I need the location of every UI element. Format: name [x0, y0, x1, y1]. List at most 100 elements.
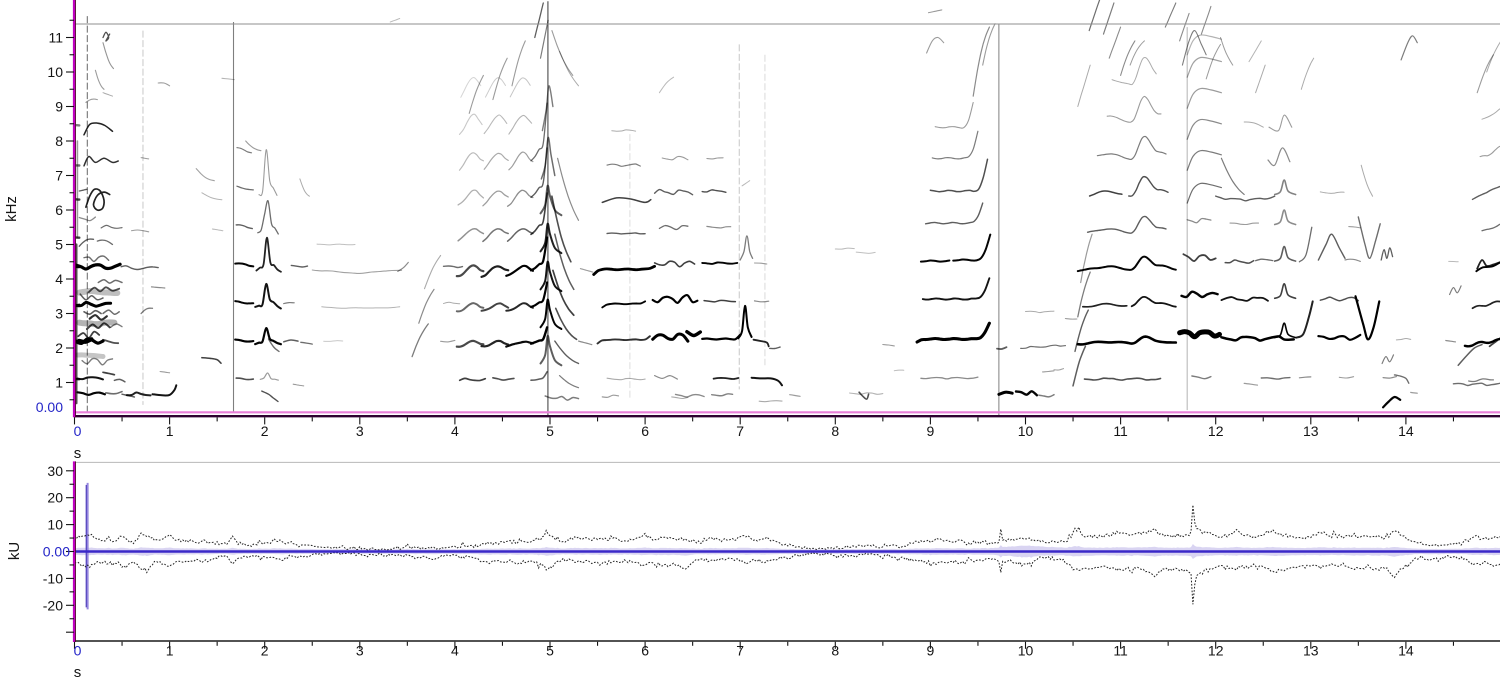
spectrogram-harmonic-stroke [712, 377, 740, 380]
spectrogram-y-tick-label: 8 [55, 133, 63, 149]
waveform-envelope-lower [75, 551, 1500, 605]
spectrogram-harmonic-stroke [1382, 395, 1402, 409]
waveform-y-tick-label: -10 [43, 570, 63, 586]
spectrogram-harmonic-stroke [76, 319, 118, 328]
spectrogram-harmonic-stroke [411, 323, 429, 358]
spectrogram-harmonic-stroke [753, 300, 770, 303]
spectrogram-harmonic-stroke [1186, 118, 1222, 140]
spectrogram-harmonic-stroke [480, 265, 510, 278]
spectrogram-harmonic-stroke [311, 269, 403, 274]
spectrogram-harmonic-stroke [601, 300, 647, 309]
spectrogram-harmonic-stroke [1074, 309, 1089, 353]
spectrogram-harmonic-stroke [554, 307, 578, 341]
spectrogram-harmonic-stroke [508, 114, 533, 135]
spectrogram-y-tick-label: 11 [48, 30, 63, 46]
spectrogram-harmonic-stroke [1025, 310, 1055, 314]
spectrogram-harmonic-stroke [283, 301, 295, 305]
spectrogram-harmonic-stroke [87, 286, 121, 293]
spectrogram-harmonic-stroke [661, 155, 689, 161]
spectrogram-harmonic-stroke [741, 180, 751, 187]
waveform-y-tick-label: 20 [47, 490, 63, 506]
spectrogram-harmonic-stroke [440, 339, 456, 343]
spectrogram-harmonic-stroke [539, 222, 563, 255]
spectrogram-y-tick-label: 3 [55, 306, 63, 322]
spectrogram-harmonic-stroke [758, 400, 783, 403]
spectrogram-harmonic-stroke [1468, 378, 1495, 383]
spectrogram-harmonic-stroke [1449, 285, 1462, 296]
spectrogram-y-tick-label: 4 [55, 271, 63, 287]
spectrogram-harmonic-stroke [234, 300, 255, 305]
spectrogram-harmonic-stroke [1273, 209, 1297, 226]
spectrogram-harmonic-stroke [1186, 56, 1222, 78]
spectrogram-harmonic-stroke [83, 155, 119, 167]
spectrogram-harmonic-stroke [658, 224, 689, 231]
spectrogram-ink[interactable] [75, 0, 1500, 417]
spectrogram-harmonic-stroke [1273, 179, 1297, 196]
spectrogram-harmonic-stroke [1083, 377, 1162, 381]
spectrogram-harmonic-stroke [254, 282, 282, 310]
spectrogram-x-tick-label: 8 [831, 423, 839, 439]
spectrogram-x-tick-label: 6 [641, 423, 649, 439]
spectrogram-harmonic-stroke [972, 26, 990, 97]
spectrogram-harmonic-stroke [120, 265, 159, 271]
spectrogram-harmonic-stroke [1076, 255, 1177, 273]
spectrogram-harmonic-stroke [1273, 245, 1297, 262]
spectrogram-harmonic-stroke [77, 337, 94, 344]
spectrogram-harmonic-stroke [100, 224, 123, 229]
waveform-cursor-time-readout: 0 [74, 643, 82, 659]
spectrogram-harmonic-stroke [1268, 114, 1293, 132]
waveform-x-tick-label: 12 [1208, 643, 1224, 659]
spectrogram-harmonic-stroke [1481, 108, 1500, 120]
spectrogram-harmonic-stroke [1038, 393, 1055, 398]
spectrogram-harmonic-stroke [508, 151, 534, 171]
waveform-x-unit-label: s [74, 664, 82, 681]
spectrogram-harmonic-stroke [1088, 190, 1123, 197]
spectrogram-harmonic-stroke [1381, 354, 1395, 365]
spectrogram-harmonic-stroke [423, 254, 442, 290]
spectrogram-harmonic-stroke [1042, 370, 1055, 373]
spectrogram-harmonic-stroke [706, 225, 732, 229]
spectrogram-harmonic-stroke [541, 85, 554, 132]
spectrogram-harmonic-stroke [323, 340, 344, 342]
spectrogram-x-tick-label: 9 [927, 423, 935, 439]
spectrogram-harmonic-stroke [457, 189, 485, 206]
spectrogram-harmonic-stroke [1102, 2, 1115, 35]
waveform-trace[interactable] [74, 482, 1500, 610]
spectrogram-harmonic-stroke [201, 356, 222, 364]
spectrogram-harmonic-stroke [1471, 300, 1500, 310]
spectrogram-harmonic-stroke [78, 216, 97, 222]
waveform-x-tick-label: 11 [1113, 643, 1128, 659]
spectrogram-harmonic-stroke [1164, 2, 1177, 28]
spectrogram-harmonic-stroke [1400, 35, 1418, 61]
spectrogram-harmonic-stroke [234, 338, 255, 343]
spectrogram-x-tick-label: 11 [1113, 423, 1128, 439]
spectrogram-harmonic-stroke [1111, 57, 1157, 86]
spectrogram-harmonic-stroke [1096, 135, 1167, 161]
spectrogram-harmonic-stroke [1064, 317, 1078, 320]
spectrogram-harmonic-stroke [1344, 258, 1361, 262]
spectrogram-harmonic-stroke [455, 264, 485, 278]
spectrogram-harmonic-stroke [140, 157, 150, 160]
spectrogram-harmonic-stroke [651, 293, 699, 304]
spectrogram-harmonic-stroke [159, 370, 171, 374]
spectrogram-harmonic-stroke [1255, 64, 1266, 94]
spectrogram-harmonic-stroke [397, 261, 409, 272]
spectrogram-harmonic-stroke [921, 277, 991, 301]
spectrogram-harmonic-stroke [1488, 337, 1500, 348]
spectrogram-harmonic-stroke [1295, 300, 1314, 339]
spectrogram-harmonic-stroke [1220, 335, 1295, 342]
spectrogram-y-tick-label: 2 [55, 340, 63, 356]
waveform-x-tick-label: 1 [166, 643, 174, 659]
waveform-x-tick-label: 5 [546, 643, 554, 659]
spectrogram-x-ticks: 1 2 3 4 5 6 7 8 9 10 11 12 13 14 [73, 417, 1454, 439]
spectrogram-harmonic-stroke [554, 340, 580, 365]
spectrogram-harmonic-stroke [554, 233, 575, 291]
spectrogram-harmonic-stroke [529, 236, 549, 272]
spectrogram-harmonic-stroke [455, 339, 485, 348]
spectrogram-harmonic-stroke [552, 269, 575, 317]
spectrogram-harmonic-stroke [1486, 41, 1500, 73]
spectrogram-x-tick-label: 12 [1208, 423, 1224, 439]
spectrogram-harmonic-stroke [1273, 322, 1297, 339]
spectrogram-harmonic-stroke [109, 323, 123, 328]
